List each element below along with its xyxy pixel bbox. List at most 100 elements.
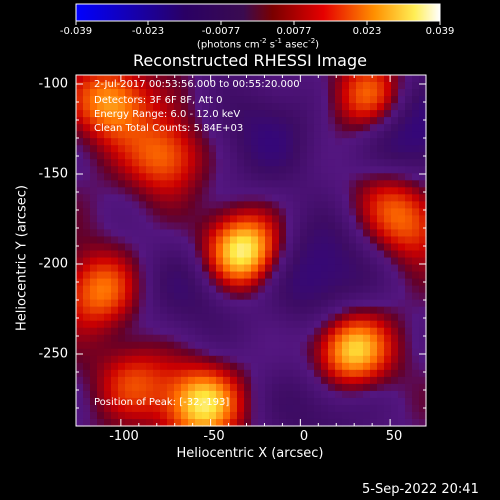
- heatmap-cell: [419, 124, 427, 132]
- heatmap-cell: [174, 397, 182, 406]
- heatmap-cell: [398, 327, 406, 336]
- heatmap-cell: [111, 208, 119, 216]
- heatmap-cell: [286, 103, 294, 111]
- heatmap-cell: [314, 334, 322, 343]
- heatmap-cell: [97, 187, 105, 195]
- heatmap-cell: [160, 96, 168, 104]
- heatmap-cell: [419, 348, 427, 357]
- heatmap-cell: [377, 285, 385, 294]
- heatmap-cell: [286, 194, 294, 202]
- heatmap-cell: [216, 278, 224, 287]
- heatmap-cell: [307, 215, 315, 224]
- heatmap-cell: [293, 145, 301, 153]
- heatmap-cell: [174, 390, 182, 399]
- heatmap-cell: [132, 411, 140, 420]
- heatmap-cell: [195, 201, 203, 209]
- heatmap-cell: [356, 390, 364, 399]
- heatmap-cell: [293, 243, 301, 252]
- heatmap-cell: [237, 418, 245, 427]
- heatmap-cell: [132, 82, 140, 90]
- heatmap-cell: [349, 341, 357, 350]
- heatmap-cell: [272, 82, 280, 90]
- heatmap-cell: [202, 271, 210, 280]
- heatmap-cell: [328, 215, 336, 224]
- heatmap-cell: [314, 82, 322, 90]
- heatmap-cell: [321, 194, 329, 202]
- heatmap-cell: [314, 376, 322, 385]
- heatmap-cell: [307, 257, 315, 266]
- heatmap-cell: [195, 383, 203, 392]
- heatmap-cell: [104, 159, 112, 167]
- heatmap-cell: [125, 341, 133, 350]
- heatmap-cell: [356, 82, 364, 90]
- heatmap-cell: [398, 236, 406, 245]
- heatmap-cell: [216, 271, 224, 280]
- heatmap-cell: [363, 362, 371, 371]
- heatmap-cell: [111, 124, 119, 132]
- heatmap-cell: [300, 103, 308, 111]
- heatmap-cell: [230, 390, 238, 399]
- heatmap-cell: [342, 299, 350, 308]
- heatmap-cell: [251, 320, 259, 329]
- heatmap-cell: [307, 320, 315, 329]
- heatmap-cell: [335, 327, 343, 336]
- heatmap-cell: [356, 348, 364, 357]
- heatmap-cell: [391, 411, 399, 420]
- heatmap-cell: [251, 194, 259, 202]
- heatmap-cell: [377, 250, 385, 259]
- heatmap-cell: [300, 194, 308, 202]
- heatmap-cell: [321, 82, 329, 90]
- heatmap-cell: [363, 152, 371, 160]
- heatmap-cell: [153, 222, 161, 231]
- heatmap-cell: [167, 201, 175, 209]
- heatmap-cell: [328, 278, 336, 287]
- heatmap-cell: [335, 229, 343, 238]
- heatmap-cell: [181, 404, 189, 413]
- heatmap-cell: [202, 320, 210, 329]
- heatmap-cell: [90, 222, 98, 231]
- heatmap-cell: [216, 131, 224, 139]
- heatmap-cell: [314, 208, 322, 216]
- heatmap-cell: [405, 117, 413, 125]
- heatmap-cell: [321, 166, 329, 174]
- heatmap-cell: [146, 299, 154, 308]
- heatmap-cell: [111, 159, 119, 167]
- heatmap-cell: [216, 152, 224, 160]
- heatmap-cell: [342, 292, 350, 301]
- heatmap-cell: [188, 138, 196, 146]
- heatmap-cell: [188, 376, 196, 385]
- heatmap-cell: [377, 117, 385, 125]
- heatmap-cell: [307, 376, 315, 385]
- heatmap-cell: [139, 89, 147, 97]
- heatmap-cell: [412, 411, 420, 420]
- heatmap-cell: [342, 306, 350, 315]
- heatmap-cell: [251, 404, 259, 413]
- heatmap-cell: [174, 180, 182, 188]
- heatmap-cell: [286, 292, 294, 301]
- heatmap-cell: [349, 145, 357, 153]
- heatmap-cell: [139, 173, 147, 181]
- heatmap-cell: [342, 390, 350, 399]
- heatmap-cell: [167, 82, 175, 90]
- heatmap-cell: [76, 75, 84, 83]
- heatmap-cell: [202, 187, 210, 195]
- heatmap-cell: [405, 236, 413, 245]
- heatmap-cell: [230, 411, 238, 420]
- heatmap-cell: [223, 320, 231, 329]
- heatmap-cell: [223, 208, 231, 216]
- heatmap-cell: [132, 201, 140, 209]
- heatmap-cell: [265, 229, 273, 238]
- heatmap-cell: [76, 285, 84, 294]
- heatmap-cell: [202, 166, 210, 174]
- heatmap-cell: [237, 376, 245, 385]
- heatmap-cell: [181, 390, 189, 399]
- heatmap-cell: [223, 313, 231, 322]
- heatmap-cell: [405, 222, 413, 231]
- heatmap-cell: [209, 306, 217, 315]
- heatmap-cell: [174, 96, 182, 104]
- heatmap-cell: [405, 348, 413, 357]
- heatmap-cell: [258, 187, 266, 195]
- heatmap-cell: [349, 418, 357, 427]
- heatmap-cell: [342, 75, 350, 83]
- heatmap-cell: [391, 376, 399, 385]
